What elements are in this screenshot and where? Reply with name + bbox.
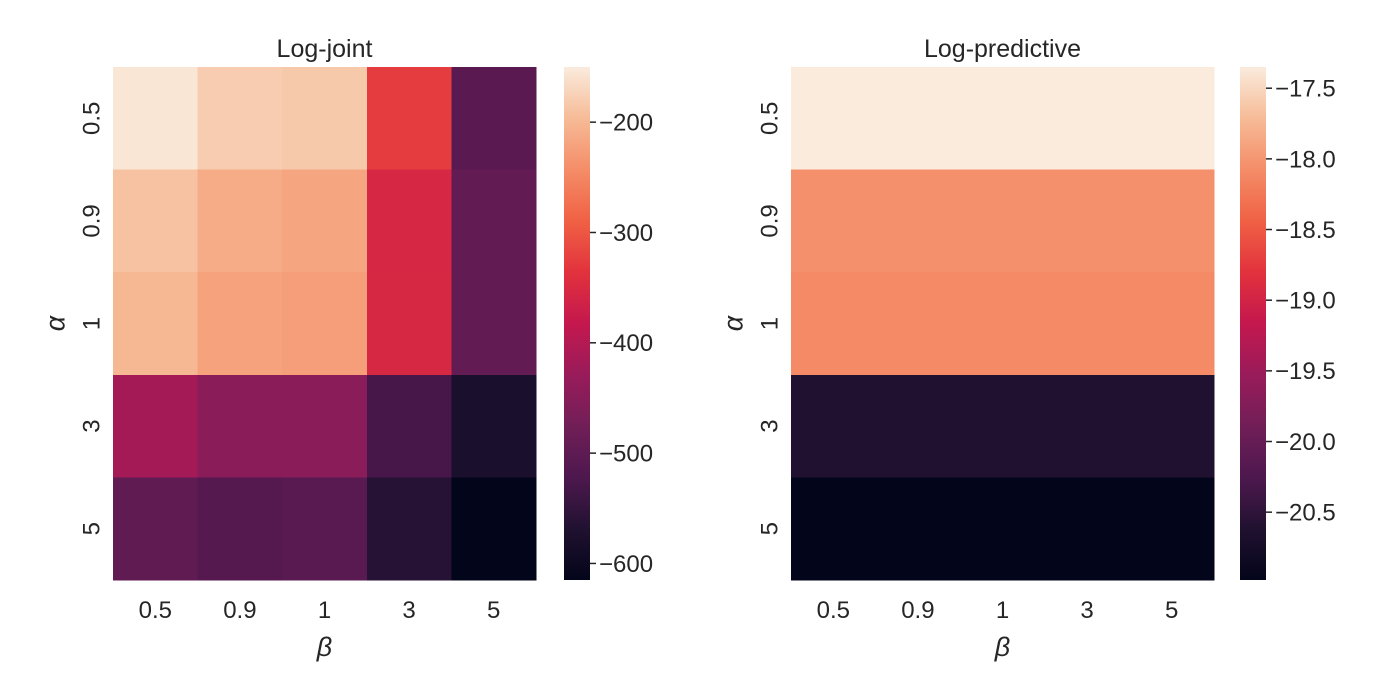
y-axis-label: α — [718, 314, 748, 331]
heatmap-cell-r3-c5 — [451, 272, 537, 376]
heatmap-cell-r1-c3 — [282, 67, 368, 171]
heatmap-panel-1: Log-joint 0.5 0.9 1 3 5 0.5 0.9 1 3 5 β α −200 −300 −40… — [40, 35, 653, 662]
heatmap-cell-r2-c5 — [1129, 169, 1215, 273]
colorbar-tick-label: −18.5 — [1275, 217, 1336, 244]
colorbar-tick-label: −500 — [599, 441, 653, 468]
chart-title: Log-joint — [277, 35, 373, 63]
heatmap-cell-r3-c4 — [1044, 272, 1130, 376]
heatmap-cell-r1-c2 — [875, 67, 961, 171]
colorbar-tick-label: −20.0 — [1275, 429, 1336, 456]
heatmap-cell-r5-c5 — [451, 477, 537, 581]
y-tick-label: 1 — [756, 317, 783, 330]
colorbar-tick-label: −19.0 — [1275, 288, 1336, 315]
heatmap-cell-r2-c3 — [960, 169, 1046, 273]
heatmap-cell-r5-c1 — [791, 477, 877, 581]
colorbar-tick-label: −17.5 — [1275, 76, 1336, 103]
heatmap-cell-r5-c2 — [875, 477, 961, 581]
heatmap-cell-r1-c4 — [1044, 67, 1130, 171]
heatmap-cell-r3-c1 — [791, 272, 877, 376]
x-tick-label: 1 — [318, 597, 331, 624]
heatmap-cell-r2-c2 — [197, 169, 283, 273]
x-tick-label: 0.9 — [901, 597, 934, 624]
heatmap-cell-r1-c1 — [791, 67, 877, 171]
heatmap-cell-r1-c3 — [960, 67, 1046, 171]
heatmap-cell-r2-c1 — [113, 169, 199, 273]
x-tick-label: 5 — [487, 597, 500, 624]
heatmap-cell-r5-c4 — [366, 477, 452, 581]
colorbar-tick-label: −19.5 — [1275, 358, 1336, 385]
x-tick-label: 5 — [1165, 597, 1178, 624]
heatmap-cell-r4-c4 — [366, 374, 452, 478]
heatmap-cell-r3-c2 — [197, 272, 283, 376]
colorbar-tick-label: −18.0 — [1275, 146, 1336, 173]
heatmap-cell-r5-c2 — [197, 477, 283, 581]
x-axis-label: β — [316, 632, 332, 662]
colorbar — [564, 67, 590, 580]
heatmap-cell-r1-c1 — [113, 67, 199, 171]
colorbar-tick-label: −20.5 — [1275, 500, 1336, 527]
heatmap-cell-r3-c3 — [282, 272, 368, 376]
heatmap-cell-r4-c5 — [451, 374, 537, 478]
y-tick-label: 0.9 — [756, 204, 783, 237]
x-tick-label: 0.5 — [139, 597, 172, 624]
heatmap-cell-r2-c1 — [791, 169, 877, 273]
heatmap-cell-r4-c3 — [282, 374, 368, 478]
y-tick-label: 0.5 — [756, 102, 783, 135]
x-tick-label: 0.5 — [817, 597, 850, 624]
heatmap-cell-r3-c5 — [1129, 272, 1215, 376]
x-tick-label: 1 — [996, 597, 1009, 624]
y-tick-label: 0.9 — [78, 204, 105, 237]
chart-title: Log-predictive — [924, 35, 1081, 63]
y-tick-label: 1 — [78, 317, 105, 330]
heatmap-cell-r4-c1 — [791, 374, 877, 478]
y-tick-label: 0.5 — [78, 102, 105, 135]
heatmap-cell-r3-c1 — [113, 272, 199, 376]
heatmap-cell-r2-c2 — [875, 169, 961, 273]
heatmap-cell-r3-c3 — [960, 272, 1046, 376]
heatmap-cell-r4-c2 — [875, 374, 961, 478]
heatmap-cell-r4-c4 — [1044, 374, 1130, 478]
y-tick-label: 5 — [756, 522, 783, 535]
colorbar-tick-label: −400 — [599, 330, 653, 357]
x-tick-label: 3 — [1080, 597, 1093, 624]
heatmap-cell-r1-c4 — [366, 67, 452, 171]
heatmap-cell-r1-c2 — [197, 67, 283, 171]
heatmap-cell-r2-c4 — [1044, 169, 1130, 273]
heatmap-cell-r4-c1 — [113, 374, 199, 478]
heatmap-cell-r5-c3 — [282, 477, 368, 581]
y-tick-label: 5 — [78, 522, 105, 535]
colorbar-tick-label: −200 — [599, 110, 653, 137]
heatmap-cell-r2-c3 — [282, 169, 368, 273]
heatmap-cell-r2-c4 — [366, 169, 452, 273]
colorbar — [1240, 67, 1266, 580]
colorbar-tick-label: −300 — [599, 220, 653, 247]
y-tick-label: 3 — [78, 419, 105, 432]
y-tick-label: 3 — [756, 419, 783, 432]
heatmap-cell-r4-c2 — [197, 374, 283, 478]
heatmap-cell-r3-c4 — [366, 272, 452, 376]
colorbar-tick-label: −600 — [599, 551, 653, 578]
heatmap-cell-r5-c1 — [113, 477, 199, 581]
heatmap-cell-r5-c5 — [1129, 477, 1215, 581]
heatmap-cell-r1-c5 — [1129, 67, 1215, 171]
heatmap-cell-r4-c3 — [960, 374, 1046, 478]
x-tick-label: 3 — [402, 597, 415, 624]
x-tick-label: 0.9 — [223, 597, 256, 624]
y-axis-label: α — [40, 314, 70, 331]
heatmap-cell-r5-c3 — [960, 477, 1046, 581]
heatmap-cell-r1-c5 — [451, 67, 537, 171]
heatmap-cell-r5-c4 — [1044, 477, 1130, 581]
heatmap-cell-r4-c5 — [1129, 374, 1215, 478]
heatmap-panel-2: Log-predictive 0.5 0.9 1 3 5 0.5 0.9 1 3 5 β α −17.5 −… — [718, 35, 1335, 662]
heatmap-cell-r2-c5 — [451, 169, 537, 273]
x-axis-label: β — [994, 632, 1010, 662]
heatmap-cell-r3-c2 — [875, 272, 961, 376]
